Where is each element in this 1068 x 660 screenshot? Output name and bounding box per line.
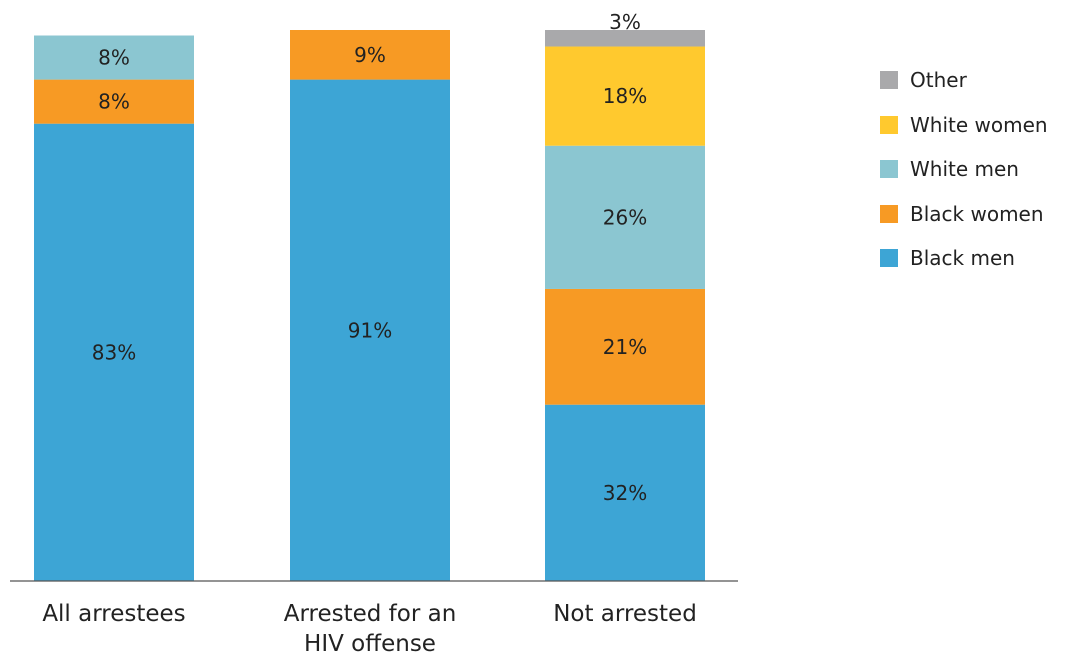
data-label-white-women-3: 18%: [603, 84, 647, 108]
bar-segment-black-men-2: [290, 79, 450, 581]
legend-swatch: [880, 115, 898, 134]
category-label-3: Not arrested: [553, 601, 697, 627]
legend-item-white-women: White women: [880, 103, 1048, 148]
data-label-black-women-2: 9%: [354, 43, 386, 67]
legend-label: White women: [910, 112, 1048, 137]
bar-segment-black-women-3: [545, 288, 705, 405]
data-label-black-women-1: 8%: [98, 90, 130, 114]
data-label-white-men-3: 26%: [603, 205, 647, 229]
bar-segment-other-3: [545, 30, 705, 47]
legend-item-black-women: Black women: [880, 192, 1048, 237]
data-label-black-men-2: 91%: [348, 318, 392, 342]
data-label-other-3: 3%: [609, 10, 641, 34]
legend-label: White men: [910, 157, 1019, 182]
legend-swatch: [880, 71, 898, 90]
legend-swatch: [880, 204, 898, 223]
legend-item-white-men: White men: [880, 147, 1048, 192]
legend-swatch: [880, 160, 898, 179]
bar-segment-black-men-1: [34, 123, 194, 582]
bars-group: 83% 8% 8% 91% 9% 32% 21% 26% 18% 3%: [34, 10, 705, 582]
category-label-1: All arrestees: [42, 601, 185, 627]
bar-segment-black-men-3: [545, 404, 705, 581]
legend: Other White women White men Black women Blac…: [880, 58, 1048, 281]
legend-item-black-men: Black men: [880, 236, 1048, 281]
legend-item-other: Other: [880, 58, 1048, 103]
legend-label: Other: [910, 68, 967, 93]
bar-segment-white-men-1: [34, 35, 194, 80]
bar-segment-white-men-3: [545, 145, 705, 289]
data-label-black-women-3: 21%: [603, 335, 647, 359]
legend-label: Black women: [910, 201, 1044, 226]
data-label-black-men-1: 83%: [92, 340, 136, 364]
data-label-black-men-3: 32%: [603, 481, 647, 505]
data-label-white-men-1: 8%: [98, 46, 130, 70]
bar-segment-white-women-3: [545, 46, 705, 146]
legend-label: Black men: [910, 246, 1015, 271]
category-label-2: Arrested for an HIV offense: [284, 601, 457, 657]
bar-segment-black-women-2: [290, 30, 450, 80]
legend-swatch: [880, 249, 898, 268]
bar-segment-black-women-1: [34, 79, 194, 124]
category-labels: All arrestees Arrested for an HIV offense N…: [42, 601, 696, 657]
